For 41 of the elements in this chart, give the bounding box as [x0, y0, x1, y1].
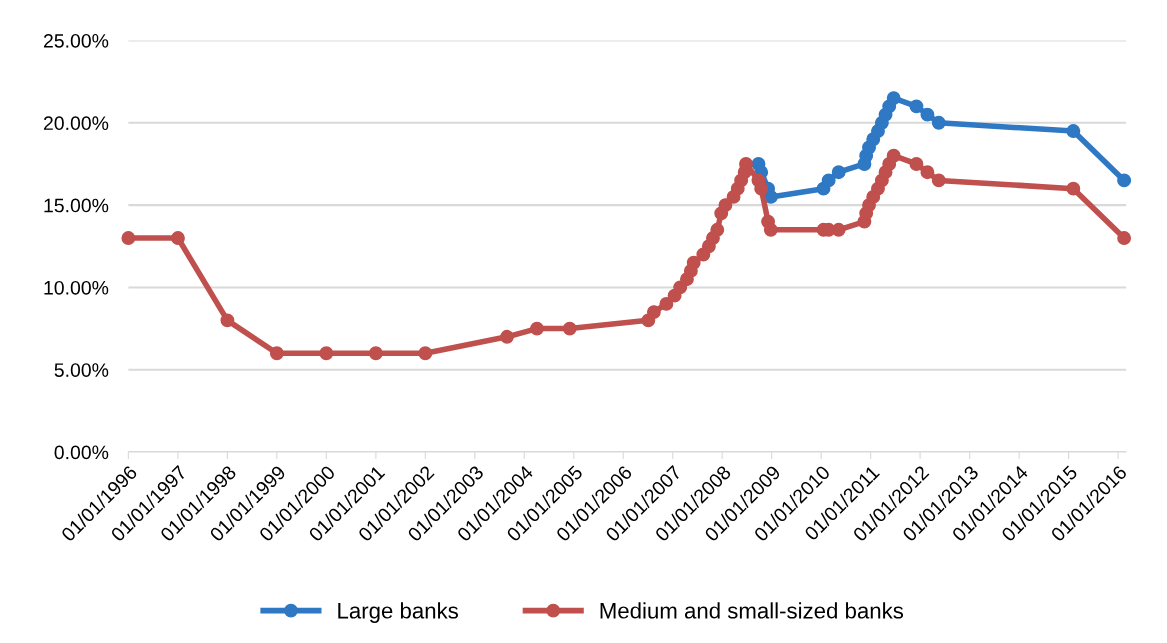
point [686, 255, 701, 270]
point [121, 231, 136, 245]
legend-label: Medium and small-sized banks [600, 602, 904, 619]
point [909, 157, 924, 171]
point [763, 222, 778, 237]
point [831, 165, 846, 180]
y-tick-label: 25.00% [43, 33, 109, 48]
point [886, 148, 901, 163]
point [931, 173, 946, 188]
point [763, 189, 778, 204]
point [920, 107, 935, 122]
point [1066, 181, 1081, 196]
point [710, 222, 725, 237]
y-tick-label: 10.00% [44, 280, 109, 295]
point [1117, 231, 1132, 245]
point [931, 115, 946, 130]
point [909, 99, 924, 114]
point [920, 165, 935, 180]
point [171, 231, 185, 245]
point [1117, 173, 1132, 188]
point [319, 346, 334, 361]
point [754, 181, 769, 196]
point [886, 91, 901, 106]
point [500, 329, 514, 344]
y-tick-label: 0.00% [54, 445, 109, 460]
point [562, 321, 577, 336]
point [220, 313, 235, 328]
point [831, 222, 846, 237]
point [646, 305, 661, 320]
point [659, 296, 674, 311]
y-tick-label: 5.00% [54, 363, 109, 377]
point [368, 346, 383, 361]
y-tick-label: 15.00% [44, 198, 109, 213]
legend-label: Large banks [338, 602, 458, 623]
y-tick-label: 20.00% [43, 116, 109, 131]
point [269, 346, 284, 361]
point [718, 198, 733, 213]
point [821, 173, 836, 188]
point [418, 346, 433, 361]
point [1066, 124, 1081, 138]
point [530, 321, 544, 336]
